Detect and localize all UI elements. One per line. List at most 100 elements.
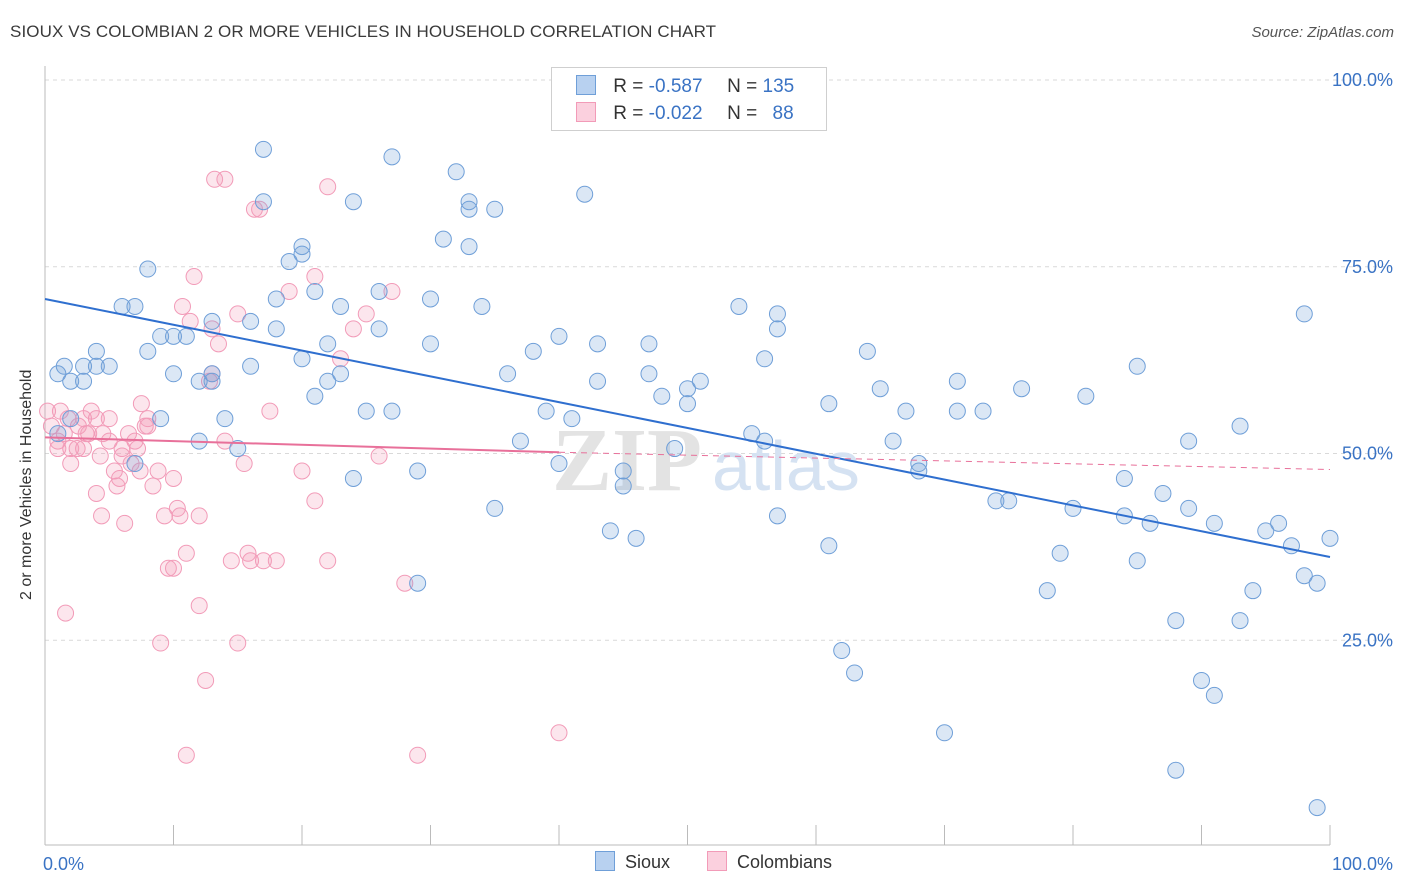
sioux-point — [987, 492, 1005, 510]
sioux-point — [203, 365, 221, 383]
sioux-point — [447, 163, 465, 181]
colombians-point — [87, 484, 105, 502]
sioux-point — [126, 455, 144, 473]
legend-r-value: -0.022 — [648, 103, 703, 124]
sioux-point — [49, 425, 67, 443]
sioux-point — [768, 507, 786, 525]
colombians-point — [216, 170, 234, 188]
sioux-point — [460, 193, 478, 211]
sioux-point — [537, 402, 555, 420]
correlation-legend: R = -0.587 N = 135 R = -0.022 N = 88 — [551, 67, 827, 131]
sioux-point — [627, 529, 645, 547]
colombians-trend-line — [44, 436, 560, 454]
sioux-point — [254, 193, 272, 211]
colombians-point — [229, 634, 247, 652]
colombians-point — [190, 597, 208, 615]
sioux-point — [1038, 582, 1056, 600]
legend-n-label: N = — [727, 103, 758, 124]
colombians-point — [156, 507, 174, 525]
sioux-point — [267, 320, 285, 338]
colombians-point — [139, 410, 157, 428]
sioux-point — [62, 410, 80, 428]
colombians-point — [149, 462, 167, 480]
legend-row-colombians: R = -0.022 N = 88 — [576, 102, 794, 126]
sioux-point — [126, 297, 144, 315]
sioux-point — [601, 522, 619, 540]
sioux-point — [1244, 582, 1262, 600]
sioux-point — [177, 327, 195, 345]
sioux-point — [165, 365, 182, 383]
colombians-legend-label: Colombians — [737, 852, 833, 872]
watermark-atlas: atlas — [712, 427, 860, 505]
sioux-point — [357, 402, 375, 420]
colombians-point — [177, 746, 195, 764]
sioux-legend-icon — [595, 851, 615, 871]
sioux-point — [87, 357, 105, 375]
sioux-point — [229, 440, 247, 458]
colombians-point — [75, 440, 93, 458]
sioux-point — [948, 372, 966, 390]
colombians-point — [550, 724, 568, 742]
x-tick-label: 0.0% — [43, 854, 84, 874]
sioux-point — [242, 357, 260, 375]
sioux-point — [306, 282, 324, 300]
colombians-point — [306, 268, 324, 286]
colombians-point — [100, 410, 118, 428]
sioux-point — [139, 342, 157, 360]
sioux-point — [511, 432, 529, 450]
sioux-point — [640, 335, 658, 353]
sioux-point — [679, 395, 696, 413]
sioux-point — [460, 238, 478, 256]
colombians-point — [91, 447, 109, 465]
sioux-point — [576, 185, 594, 203]
colombians-point — [261, 402, 279, 420]
colombians-point — [100, 432, 118, 450]
colombians-point — [68, 440, 86, 458]
sioux-point — [165, 327, 182, 345]
colombians-point — [57, 604, 75, 622]
sioux-point — [1205, 686, 1223, 704]
colombians-legend-icon — [707, 851, 727, 871]
sioux-point — [460, 200, 478, 218]
colombians-point — [152, 634, 170, 652]
colombians-point — [129, 440, 147, 458]
sioux-point — [1141, 514, 1159, 532]
sioux-point — [730, 297, 748, 315]
sioux-point — [332, 297, 350, 315]
colombians-point — [139, 417, 157, 435]
y-axis-label: 2 or more Vehicles in Household — [18, 369, 35, 600]
sioux-point — [1167, 612, 1185, 630]
sioux-point — [139, 260, 157, 278]
colombians-point — [235, 455, 253, 473]
sioux-point — [820, 395, 838, 413]
sioux-point — [768, 320, 786, 338]
colombians-point — [116, 514, 134, 532]
sioux-point — [1077, 387, 1095, 405]
colombians-point — [319, 552, 337, 570]
sioux-point — [1270, 514, 1288, 532]
y-tick-label: 100.0% — [1332, 70, 1393, 90]
colombians-point — [222, 552, 240, 570]
sioux-point — [1295, 305, 1313, 323]
sioux-point — [242, 312, 260, 330]
sioux-point — [190, 372, 208, 390]
sioux-point — [1231, 417, 1249, 435]
legend-n-value: 135 — [762, 76, 795, 97]
sioux-point — [1000, 492, 1018, 510]
sioux-point — [563, 410, 581, 428]
sioux-point — [936, 724, 953, 742]
sioux-point — [1308, 574, 1326, 592]
sioux-point — [100, 357, 118, 375]
sioux-point — [75, 357, 93, 375]
colombians-point — [49, 440, 67, 458]
sioux-point — [1128, 552, 1146, 570]
colombians-point — [344, 320, 362, 338]
sioux-point — [884, 432, 902, 450]
sioux-point — [974, 402, 992, 420]
colombians-point — [293, 462, 311, 480]
y-tick-label: 50.0% — [1342, 444, 1393, 464]
sioux-point — [614, 477, 632, 495]
sioux-point — [1115, 469, 1133, 487]
sioux-point — [409, 574, 427, 592]
